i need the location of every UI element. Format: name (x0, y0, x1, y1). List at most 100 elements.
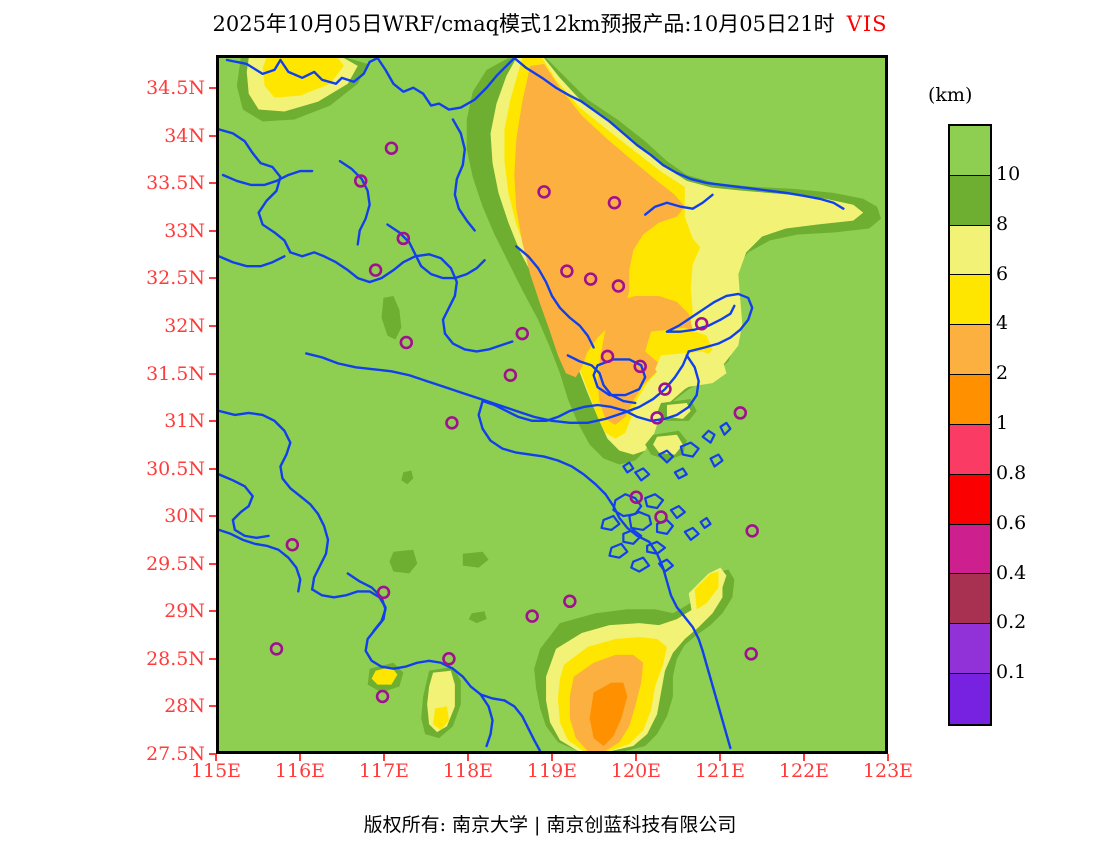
y-axis-tick (209, 229, 216, 232)
x-axis-label: 116E (274, 760, 326, 782)
y-axis-label: 27.5N (146, 743, 205, 765)
footer-company: 南京创蓝科技有限公司 (546, 814, 737, 836)
coast-south (647, 540, 732, 750)
y-axis-label: 31N (164, 410, 205, 433)
y-axis-label: 29.5N (146, 552, 205, 575)
title-main-text: 2025年10月05日WRF/cmaq模式12km预报产品:10月05日21时 (212, 12, 835, 36)
colorbar-band (950, 375, 990, 425)
boundary-anhui-henan (219, 128, 292, 254)
station-marker (560, 264, 574, 278)
y-axis-tick (209, 610, 216, 613)
y-axis-label: 32N (164, 315, 205, 338)
contour-band-6-8-hz (653, 434, 683, 455)
station-marker (583, 272, 598, 286)
boundary-zhejiang-fujian (503, 699, 542, 751)
station-marker (368, 263, 383, 277)
contour-fills (236, 58, 882, 751)
y-axis-tick (209, 134, 216, 137)
colorbar-tick-label: 0.8 (996, 461, 1027, 484)
coast-yangtze-mouth (665, 292, 754, 353)
station-marker (607, 196, 622, 210)
station-marker (375, 689, 390, 704)
contour-band-8-10-blob-a (401, 470, 414, 485)
footer-copyright: 版权所有: 南京大学 (363, 814, 529, 836)
islands (600, 421, 732, 573)
colorbar-band (950, 524, 990, 575)
coast-hangzhou-bay (481, 399, 627, 423)
x-axis-tick (635, 754, 637, 761)
station-marker (442, 652, 456, 666)
colorbar-tick-label: 8 (996, 212, 1009, 235)
river-canal (515, 245, 595, 349)
y-axis-label: 34N (164, 124, 205, 147)
lake-taihu (592, 358, 647, 397)
boundary-mid-b (451, 118, 476, 232)
boundary-jiangsu-shandong (513, 58, 740, 189)
station-marker (650, 411, 664, 425)
x-axis-label: 120E (610, 760, 662, 782)
station-marker (611, 279, 626, 293)
contour-band-1-2-se (589, 682, 628, 747)
y-axis-label: 29N (164, 600, 205, 623)
x-axis-label: 121E (694, 760, 746, 782)
station-markers[interactable] (269, 141, 759, 704)
station-marker (384, 141, 399, 155)
colorbar-unit-label: (km) (928, 84, 973, 106)
y-axis-label: 31.5N (146, 362, 205, 385)
x-axis-label: 118E (442, 760, 494, 782)
contour-band-8-10-blob-c (462, 551, 489, 568)
contour-band-4-6-spot-e (371, 666, 398, 685)
colorbar-tick-label: 2 (996, 362, 1009, 385)
station-marker (733, 406, 748, 420)
contour-band-8-10-blob-d (468, 611, 487, 624)
station-marker (633, 359, 647, 374)
boundary-mid-c (338, 159, 371, 246)
colorbar-band (950, 126, 990, 176)
station-marker (503, 368, 518, 382)
y-axis-tick (209, 182, 216, 185)
y-axis-tick (209, 562, 216, 565)
x-axis-tick (215, 754, 217, 761)
contour-band-6-8-ne-arm (684, 184, 858, 257)
station-marker (745, 524, 759, 538)
contour-band-4-6-se-tip (694, 571, 719, 610)
contour-band-8-10-chaohu (381, 295, 402, 340)
y-axis-tick (209, 753, 216, 755)
station-marker (654, 510, 668, 524)
colorbar-tick-label: 0.1 (996, 661, 1027, 684)
river-yangtze (305, 350, 690, 425)
colorbar-band (950, 175, 990, 226)
y-axis-tick (209, 420, 216, 423)
station-marker (376, 585, 391, 600)
station-marker (445, 416, 459, 430)
station-marker (399, 335, 414, 350)
station-marker (658, 382, 672, 396)
colorbar[interactable] (948, 124, 992, 726)
station-marker (353, 174, 368, 188)
colorbar-band (950, 624, 990, 675)
footer-credit: 版权所有: 南京大学 | 南京创蓝科技有限公司 (0, 810, 1100, 837)
coast-lianyungang (737, 185, 845, 210)
y-axis-tick (209, 325, 216, 328)
colorbar-band (950, 225, 990, 276)
map-svg (219, 58, 885, 751)
colorbar-band (950, 424, 990, 475)
station-marker (285, 538, 300, 552)
map-canvas (219, 58, 885, 751)
x-axis-tick (803, 754, 805, 761)
x-axis-tick (551, 754, 553, 761)
boundary-jiangsu-zhejiang (566, 354, 637, 405)
colorbar-band (950, 574, 990, 625)
footer-separator: | (534, 814, 541, 836)
station-marker (744, 647, 758, 661)
river-west-a (219, 473, 270, 540)
station-marker (600, 349, 615, 364)
x-axis-label: 123E (862, 760, 914, 782)
boundary-zj-south2 (479, 693, 494, 748)
boundary-anhui-jiangsu (289, 251, 514, 353)
station-marker (563, 594, 577, 609)
map-plot-area[interactable] (216, 55, 888, 754)
contour-band-8-10-blob-b (389, 549, 418, 574)
boundary-anhui-jiangxi (219, 409, 330, 591)
y-axis-label: 30N (164, 505, 205, 528)
